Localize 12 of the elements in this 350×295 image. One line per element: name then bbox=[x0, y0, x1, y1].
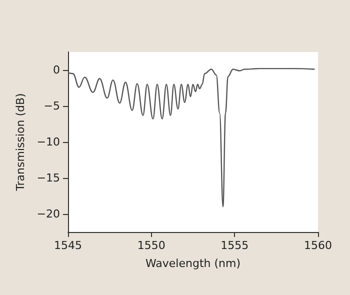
line-series bbox=[67, 68, 316, 208]
x-tick-label: 1555 bbox=[220, 239, 249, 252]
y-tick-label: −15 bbox=[36, 172, 60, 184]
y-tick-label: −5 bbox=[44, 100, 60, 112]
y-tick-label: −20 bbox=[36, 208, 60, 220]
y-tick-label: −10 bbox=[36, 136, 60, 148]
x-tick-label: 1550 bbox=[137, 239, 166, 252]
x-tick-label: 1560 bbox=[304, 239, 332, 252]
x-tick-label: 1545 bbox=[54, 239, 82, 252]
x-axis-title: Wavelength (nm) bbox=[145, 257, 241, 270]
y-axis-title: Transmission (dB) bbox=[14, 93, 27, 192]
y-tick-label: 0 bbox=[53, 64, 60, 76]
